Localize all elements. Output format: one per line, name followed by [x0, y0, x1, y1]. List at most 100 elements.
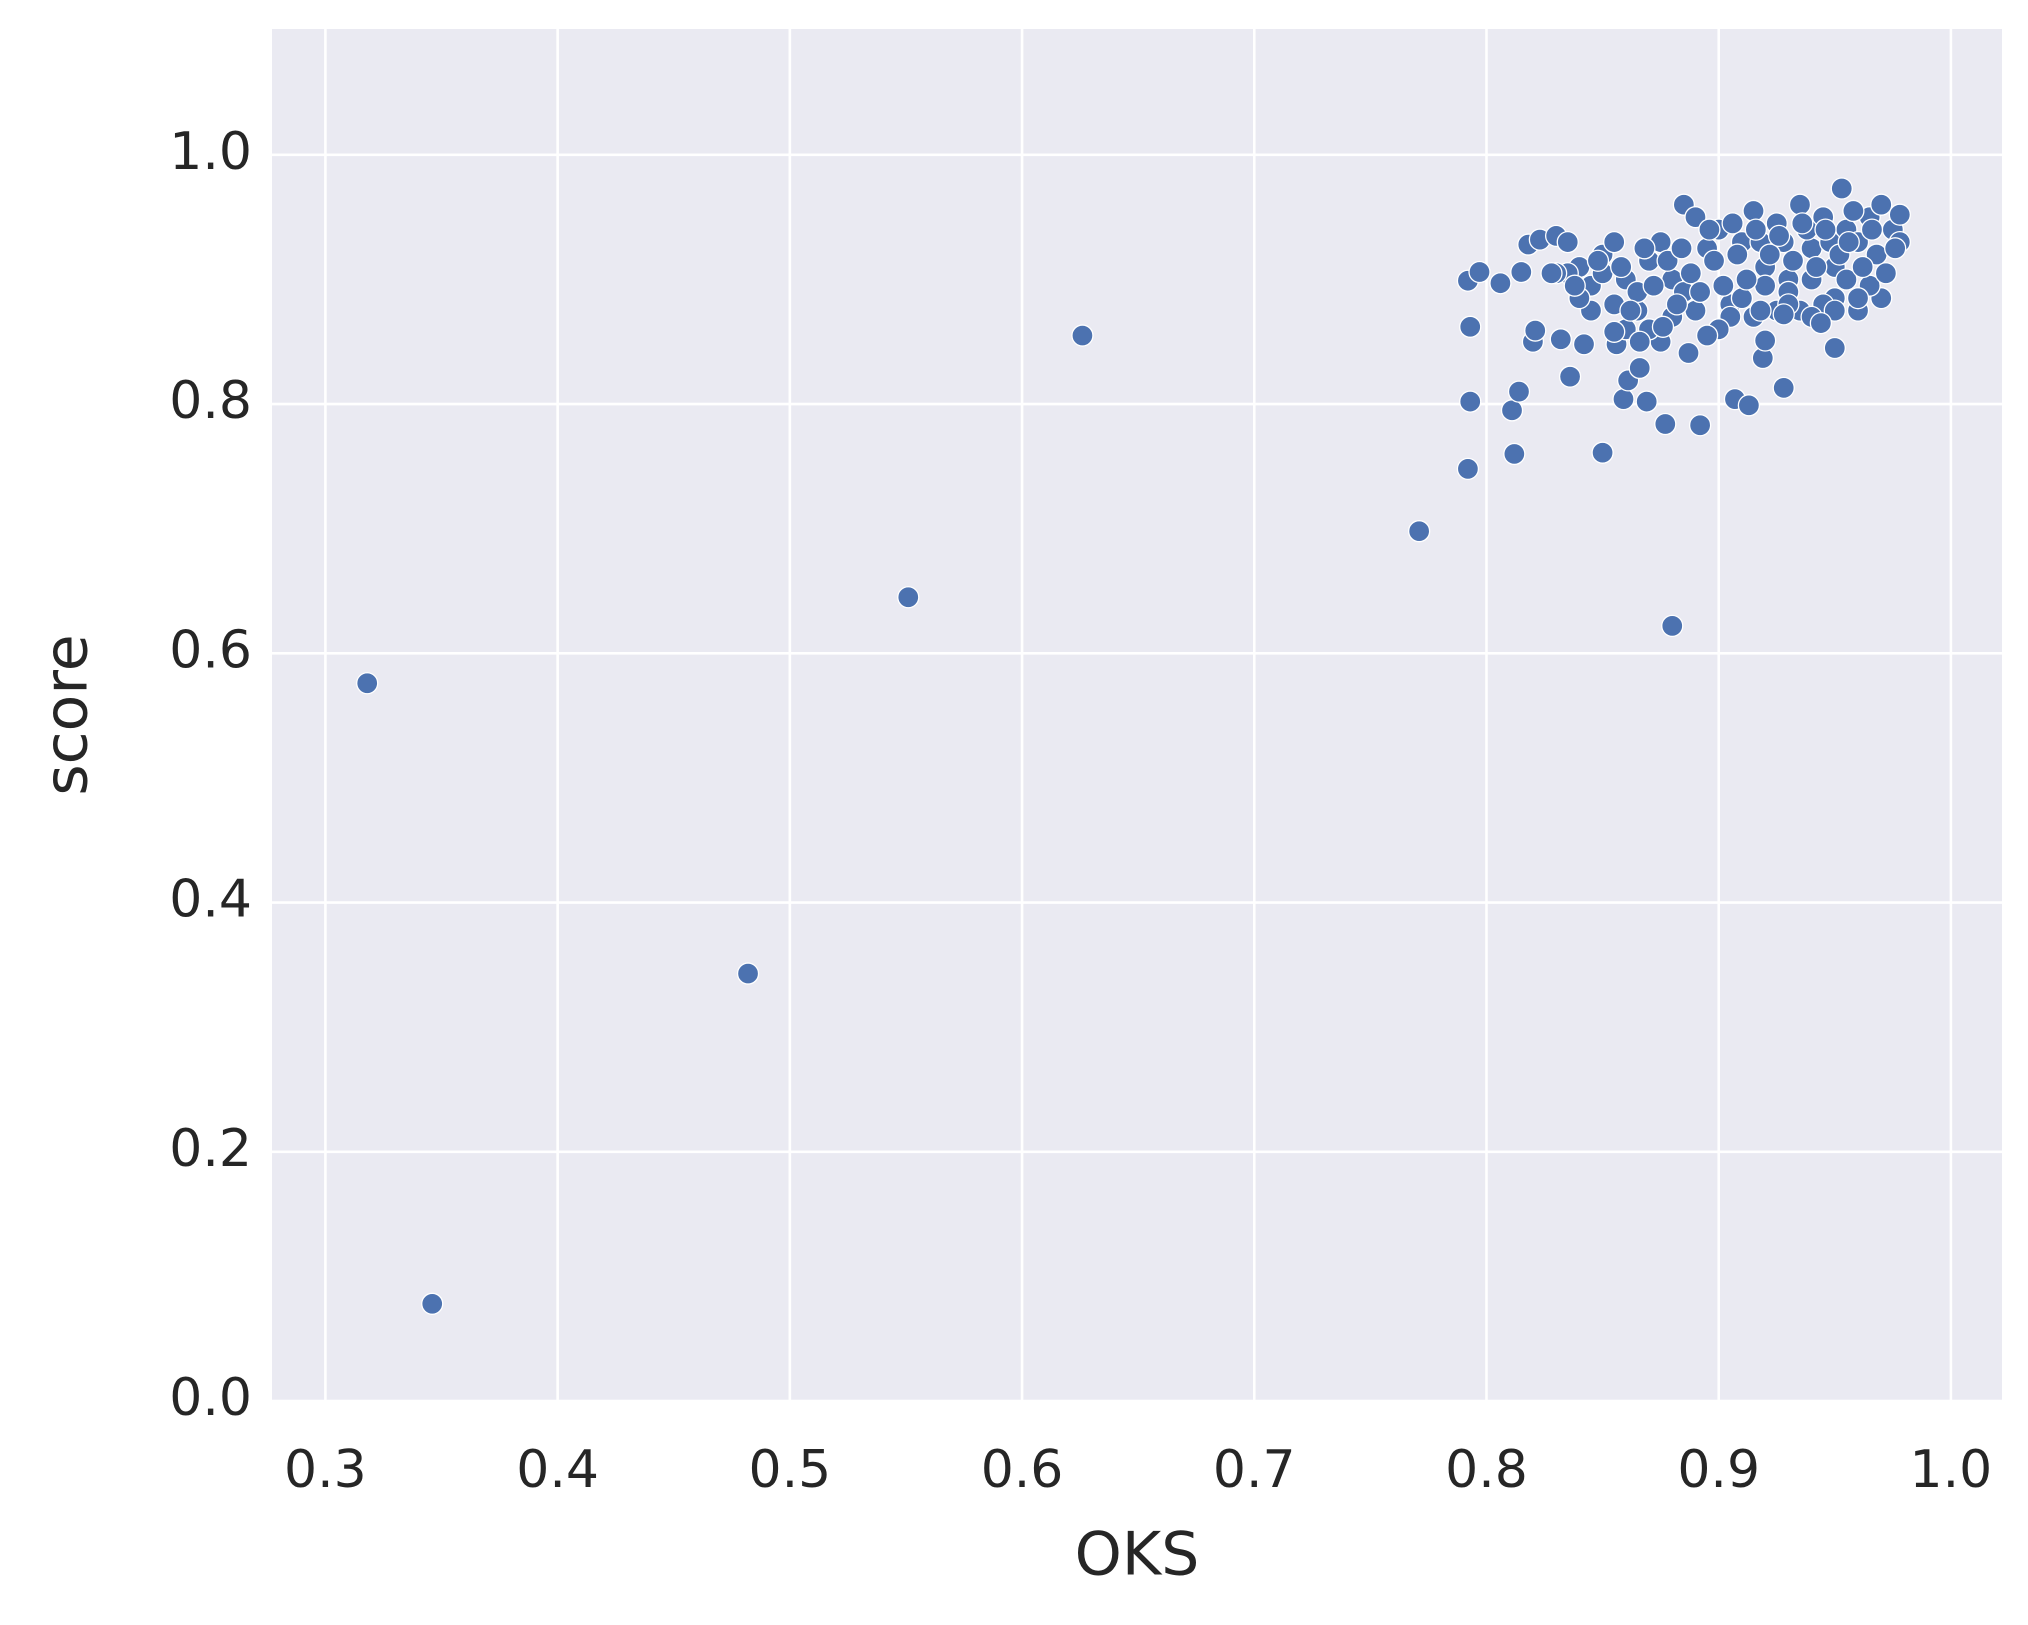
- point: [1888, 203, 1911, 226]
- point: [1837, 230, 1860, 254]
- point: [1809, 311, 1833, 335]
- point: [1591, 441, 1614, 464]
- point: [1619, 299, 1642, 322]
- point: [1661, 614, 1684, 638]
- x-tick-label: 0.7: [1213, 1440, 1296, 1500]
- y-tick-label: 1.0: [169, 122, 252, 182]
- point: [1698, 218, 1721, 241]
- point: [1753, 274, 1777, 297]
- point: [1503, 442, 1526, 466]
- point: [1654, 412, 1677, 436]
- point: [1507, 380, 1531, 403]
- point: [1407, 520, 1431, 543]
- point: [1510, 260, 1533, 284]
- point: [1767, 224, 1791, 248]
- point: [1677, 341, 1700, 365]
- y-tick-label: 0.8: [169, 371, 252, 431]
- point: [1603, 230, 1626, 254]
- point: [1603, 320, 1626, 343]
- point: [1830, 177, 1853, 200]
- point: [1730, 287, 1754, 310]
- x-tick-label: 0.6: [981, 1440, 1064, 1500]
- point: [1688, 280, 1712, 304]
- point: [1735, 268, 1758, 291]
- x-axis-label: OKS: [1075, 1520, 1200, 1590]
- point: [1459, 390, 1482, 413]
- point: [1524, 319, 1547, 342]
- point: [1753, 329, 1777, 352]
- grid: [272, 29, 2002, 1403]
- points: [356, 177, 1911, 1315]
- point: [1772, 376, 1795, 400]
- x-tick-label: 1.0: [1910, 1440, 1993, 1500]
- point: [1628, 330, 1651, 353]
- y-tick-label: 0.0: [169, 1368, 252, 1428]
- point: [1610, 255, 1633, 279]
- point: [1742, 199, 1765, 223]
- point: [1791, 212, 1814, 235]
- point: [1500, 399, 1524, 422]
- point: [1558, 365, 1582, 388]
- point: [1628, 356, 1651, 380]
- point: [1737, 394, 1761, 417]
- point: [1586, 249, 1610, 272]
- point: [1870, 193, 1893, 216]
- point: [1805, 255, 1828, 279]
- point: [1679, 262, 1702, 285]
- y-axis-label: score: [32, 634, 102, 795]
- point: [1781, 249, 1805, 272]
- point: [1788, 193, 1812, 216]
- point: [1823, 299, 1846, 322]
- point: [1684, 299, 1707, 322]
- point: [421, 1292, 444, 1315]
- x-tick-label: 0.4: [516, 1440, 599, 1500]
- point: [1651, 315, 1675, 338]
- point: [897, 586, 920, 609]
- point: [1851, 255, 1874, 279]
- y-tick-label: 0.6: [169, 620, 252, 680]
- point: [1842, 199, 1865, 223]
- point: [1071, 324, 1094, 347]
- x-tick-label: 0.3: [284, 1440, 367, 1500]
- point: [1758, 243, 1781, 266]
- x-tick-label: 0.8: [1445, 1440, 1528, 1500]
- point: [1860, 218, 1884, 241]
- point: [1688, 414, 1712, 437]
- point: [1540, 262, 1563, 285]
- point: [1684, 206, 1707, 229]
- point: [1749, 299, 1772, 322]
- point: [1489, 272, 1512, 295]
- point: [1835, 268, 1858, 291]
- y-tick-label: 0.4: [169, 870, 252, 930]
- point: [1665, 293, 1689, 316]
- point: [1744, 218, 1768, 241]
- point: [1556, 230, 1579, 254]
- point: [1468, 260, 1491, 284]
- x-tick-label: 0.9: [1677, 1440, 1760, 1500]
- point: [1846, 287, 1870, 310]
- point: [1772, 303, 1795, 326]
- point: [1712, 274, 1735, 297]
- point: [736, 962, 760, 985]
- y-tick-label: 0.2: [169, 1119, 252, 1179]
- point: [1721, 212, 1744, 235]
- point: [1572, 333, 1596, 356]
- point: [1456, 457, 1480, 481]
- point: [1884, 237, 1907, 260]
- point: [1549, 328, 1572, 351]
- point: [1726, 243, 1749, 266]
- point: [1814, 218, 1837, 241]
- point: [1702, 249, 1726, 272]
- point: [1563, 274, 1586, 297]
- point: [1612, 387, 1635, 411]
- x-tick-label: 0.5: [748, 1440, 831, 1500]
- point: [1633, 237, 1656, 260]
- point: [356, 672, 379, 695]
- point: [1670, 237, 1693, 260]
- point: [1635, 390, 1658, 413]
- point: [1656, 249, 1679, 272]
- point: [1800, 237, 1823, 260]
- point: [1823, 336, 1846, 360]
- point: [1642, 274, 1665, 297]
